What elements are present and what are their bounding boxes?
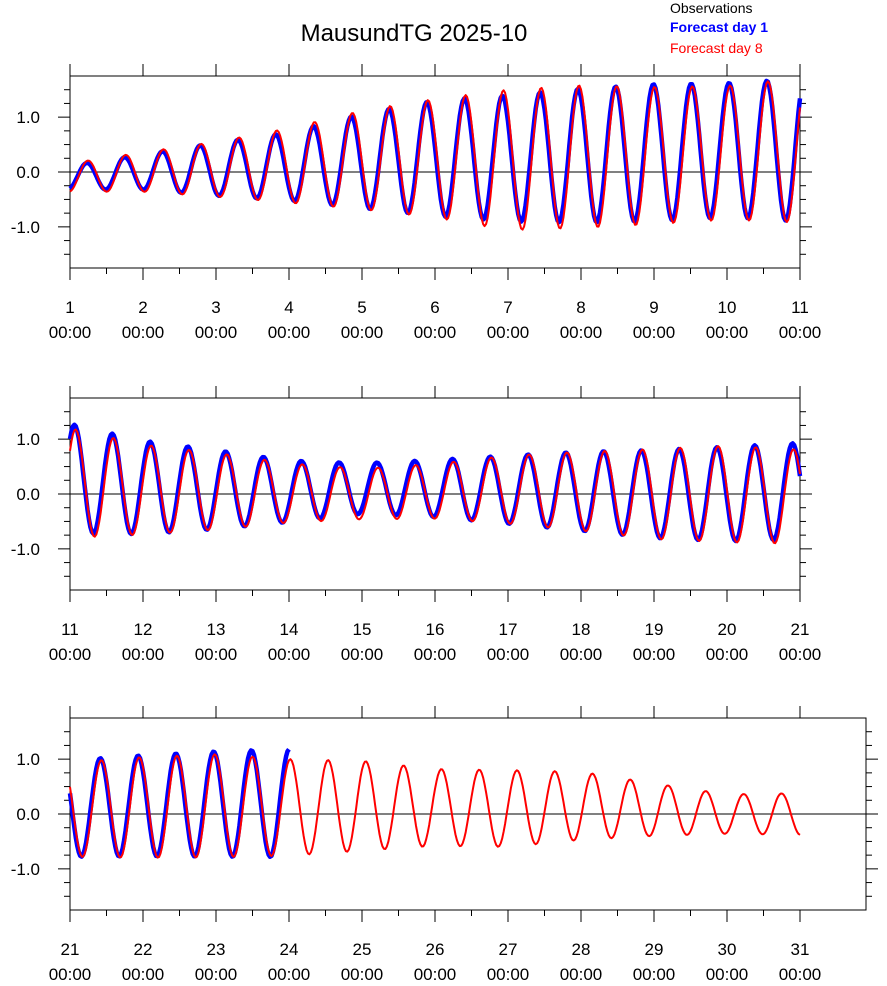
x-tick-time: 00:00 — [268, 965, 311, 984]
series-forecast-day-1 — [68, 78, 803, 225]
x-tick-day: 27 — [499, 940, 518, 959]
x-tick-time: 00:00 — [268, 645, 311, 664]
x-tick-time: 00:00 — [268, 323, 311, 342]
x-tick-time: 00:00 — [122, 323, 165, 342]
y-tick-label: 0.0 — [16, 163, 40, 182]
x-tick-time: 00:00 — [779, 323, 822, 342]
y-tick-label: -1.0 — [11, 860, 40, 879]
x-tick-time: 00:00 — [779, 645, 822, 664]
legend-forecast-day-1: Forecast day 1 — [670, 19, 768, 35]
y-tick-label: -1.0 — [11, 540, 40, 559]
x-tick-day: 14 — [280, 620, 299, 639]
x-tick-day: 17 — [499, 620, 518, 639]
series-forecast-day-8 — [69, 753, 801, 859]
x-tick-time: 00:00 — [560, 323, 603, 342]
x-tick-day: 13 — [207, 620, 226, 639]
x-tick-time: 00:00 — [706, 965, 749, 984]
x-tick-time: 00:00 — [487, 645, 530, 664]
x-tick-day: 3 — [211, 298, 220, 317]
x-tick-day: 5 — [357, 298, 366, 317]
x-tick-day: 8 — [576, 298, 585, 317]
x-tick-day: 22 — [134, 940, 153, 959]
x-tick-time: 00:00 — [633, 965, 676, 984]
x-tick-day: 1 — [65, 298, 74, 317]
x-tick-day: 11 — [791, 298, 809, 317]
x-tick-time: 00:00 — [487, 965, 530, 984]
series-forecast-day-1 — [67, 422, 803, 544]
y-tick-label: 1.0 — [16, 750, 40, 769]
series-forecast-day-8 — [69, 428, 801, 545]
x-tick-day: 20 — [718, 620, 737, 639]
y-tick-label: 1.0 — [16, 430, 40, 449]
x-tick-time: 00:00 — [49, 645, 92, 664]
x-tick-time: 00:00 — [341, 323, 384, 342]
series-forecast-day-8 — [69, 80, 801, 231]
x-tick-time: 00:00 — [49, 323, 92, 342]
x-tick-day: 21 — [61, 940, 80, 959]
x-tick-time: 00:00 — [706, 323, 749, 342]
x-tick-time: 00:00 — [341, 645, 384, 664]
panel-1: 1.0 0.0 -1.0 1 00:00 2 00:00 3 00:00 4 00:00 5 00:00… — [11, 64, 822, 342]
x-tick-time: 00:00 — [560, 645, 603, 664]
legend-forecast-day-8: Forecast day 8 — [670, 40, 763, 56]
x-tick-day: 19 — [645, 620, 664, 639]
x-tick-day: 21 — [791, 620, 810, 639]
x-tick-time: 00:00 — [195, 645, 238, 664]
x-tick-time: 00:00 — [560, 965, 603, 984]
panel-3: 1.0 0.0 -1.0 21 00:00 22 00:00 23 00:00 24 00:00 25… — [11, 706, 878, 984]
x-tick-day: 11 — [61, 620, 79, 639]
y-tick-label: -1.0 — [11, 218, 40, 237]
x-tick-time: 00:00 — [706, 645, 749, 664]
legend-observations: Observations — [670, 0, 752, 16]
x-tick-time: 00:00 — [341, 965, 384, 984]
x-tick-time: 00:00 — [122, 645, 165, 664]
x-tick-day: 4 — [284, 298, 293, 317]
x-tick-time: 00:00 — [633, 645, 676, 664]
x-tick-day: 24 — [280, 940, 299, 959]
y-tick-label: 0.0 — [16, 805, 40, 824]
x-tick-time: 00:00 — [414, 323, 457, 342]
x-tick-day: 31 — [791, 940, 810, 959]
x-tick-time: 00:00 — [633, 323, 676, 342]
x-tick-time: 00:00 — [122, 965, 165, 984]
x-tick-time: 00:00 — [779, 965, 822, 984]
x-tick-time: 00:00 — [195, 323, 238, 342]
panels: 1.0 0.0 -1.0 1 00:00 2 00:00 3 00:00 4 00:00 5 00:00… — [11, 64, 878, 984]
x-tick-time: 00:00 — [487, 323, 530, 342]
x-tick-day: 10 — [718, 298, 737, 317]
x-tick-day: 16 — [426, 620, 445, 639]
x-tick-day: 18 — [572, 620, 591, 639]
x-tick-day: 9 — [649, 298, 658, 317]
x-tick-day: 15 — [353, 620, 372, 639]
panel-2: 1.0 0.0 -1.0 11 00:00 12 00:00 13 00:00 14 00:00 15… — [11, 386, 822, 664]
y-tick-label: 0.0 — [16, 485, 40, 504]
x-tick-time: 00:00 — [414, 965, 457, 984]
x-tick-day: 29 — [645, 940, 664, 959]
x-tick-day: 30 — [718, 940, 737, 959]
x-tick-day: 12 — [134, 620, 153, 639]
y-tick-label: 1.0 — [16, 108, 40, 127]
x-tick-day: 28 — [572, 940, 591, 959]
x-tick-day: 23 — [207, 940, 226, 959]
x-tick-day: 7 — [503, 298, 512, 317]
legend: Observations Forecast day 1 Forecast day… — [670, 0, 768, 56]
chart-title: MausundTG 2025-10 — [301, 20, 528, 47]
x-tick-time: 00:00 — [414, 645, 457, 664]
x-tick-time: 00:00 — [195, 965, 238, 984]
x-tick-day: 6 — [430, 298, 439, 317]
x-tick-day: 25 — [353, 940, 372, 959]
x-tick-day: 26 — [426, 940, 445, 959]
x-tick-day: 2 — [138, 298, 147, 317]
x-tick-time: 00:00 — [49, 965, 92, 984]
